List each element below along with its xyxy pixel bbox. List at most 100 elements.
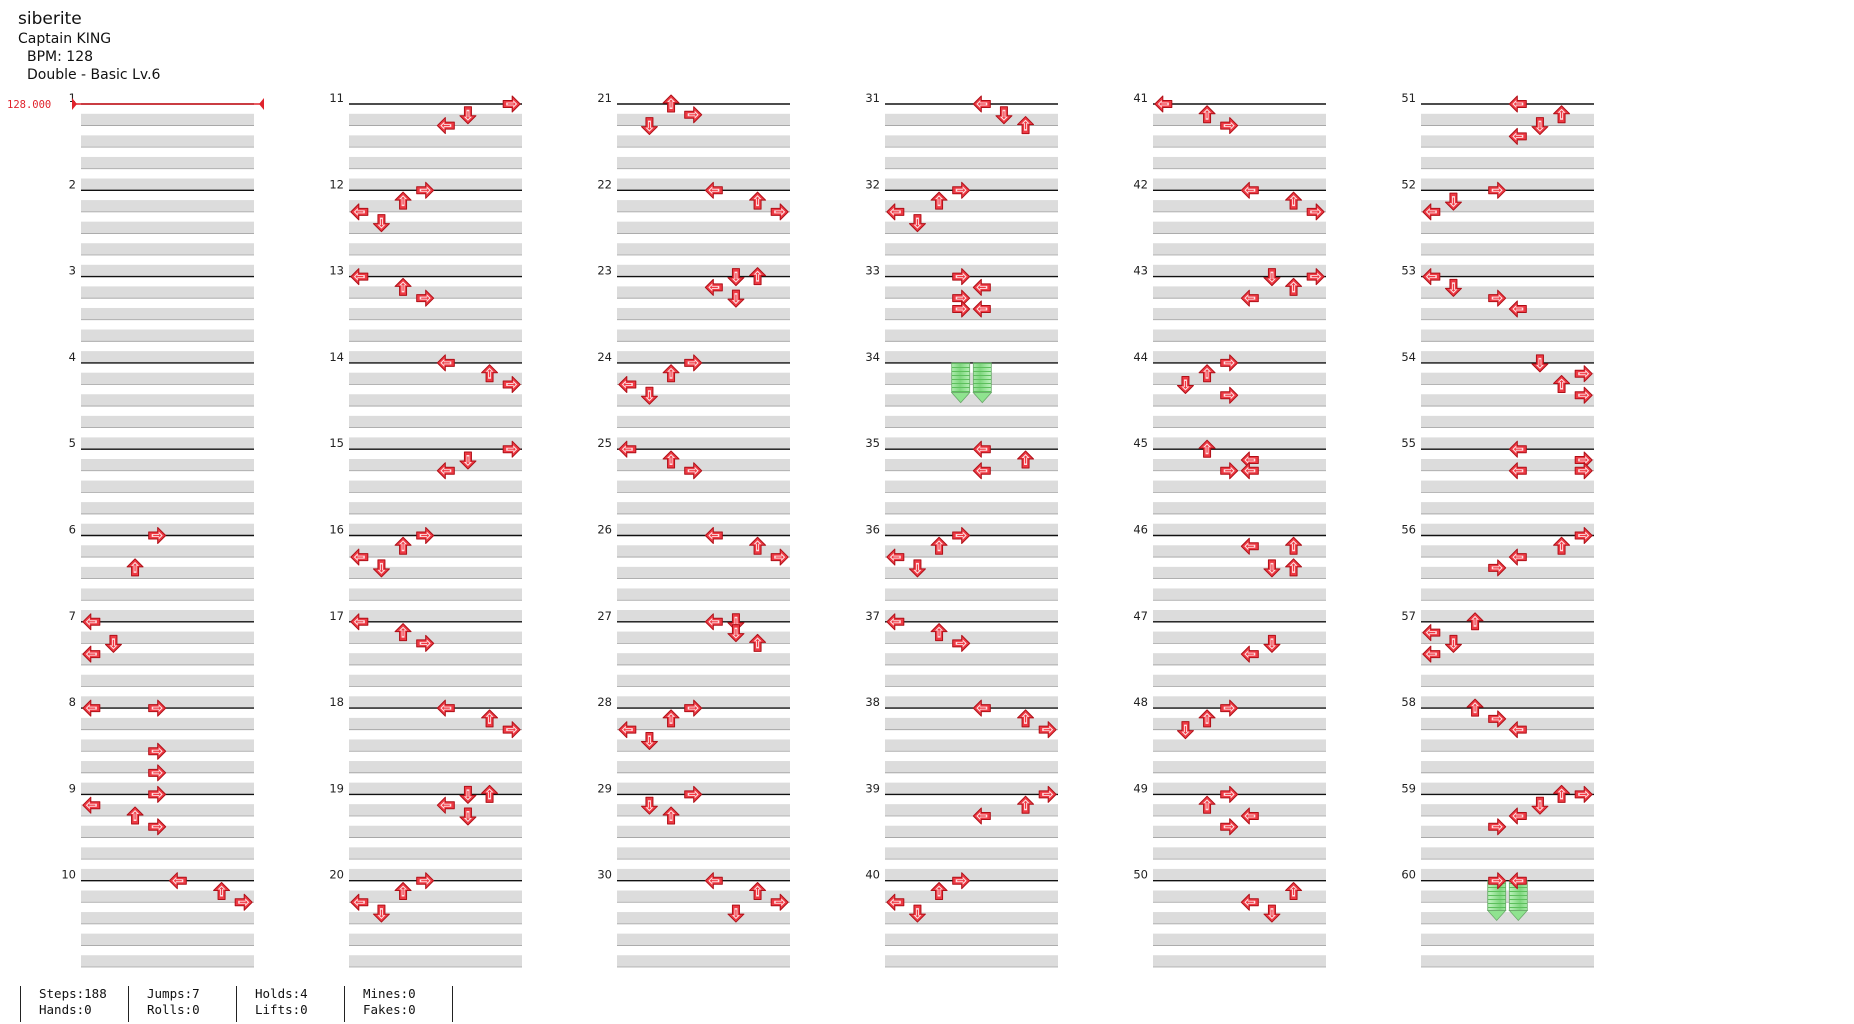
beat-stripe [1421,847,1594,860]
beat-stripe [1153,825,1326,838]
left-arrow-icon [1422,624,1441,642]
stat-jumps: Jumps:7 [147,986,200,1001]
measure-number: 38 [865,695,880,709]
measure-number: 21 [597,91,612,105]
up-arrow-icon [481,709,499,728]
beat-stripe [81,200,254,212]
beat-stripe [617,717,790,730]
beat-stripe [1153,653,1326,665]
right-arrow-icon [770,548,789,566]
right-arrow-icon [502,721,521,739]
beat-stripe [1153,437,1326,450]
beat-stripe [1421,307,1594,320]
left-arrow-icon [972,278,991,296]
up-arrow-icon [1017,450,1035,469]
beat-stripe [885,933,1058,946]
left-arrow-icon [972,95,991,113]
beat-stripe [1421,351,1594,363]
song-bpm: BPM: 128 [27,49,94,65]
measure-number: 36 [865,523,880,537]
beat-stripe [349,847,522,860]
up-arrow-icon [1285,191,1303,210]
beat-stripe [349,545,522,558]
hold-note [972,362,993,404]
beat-stripe [885,955,1058,967]
stat-steps: Steps:188 [39,986,107,1001]
beat-stripe [349,178,522,191]
down-arrow-icon [1263,559,1281,578]
beat-stripe [617,825,790,838]
measure-number: 48 [1133,695,1148,709]
beat-stripe [617,307,790,320]
beat-stripe [885,739,1058,752]
beat-stripe [617,221,790,234]
beat-stripe [349,307,522,320]
down-arrow-icon [459,106,477,125]
song-artist: Captain KING [18,31,112,47]
beat-stripe [1421,437,1594,450]
beat-stripe [1153,933,1326,946]
beat-stripe [617,653,790,665]
beat-stripe [81,588,254,601]
measure-number: 41 [1133,91,1148,105]
beat-stripe [1153,221,1326,234]
beat-stripe [81,178,254,191]
right-arrow-icon [1220,354,1239,372]
down-arrow-icon [908,214,926,233]
left-arrow-icon [350,893,369,911]
beat-stripe [885,674,1058,687]
beat-stripe [1153,717,1326,730]
measure-number: 49 [1133,781,1148,795]
up-arrow-icon [126,806,144,825]
beat-stripe [349,523,522,536]
beat-stripe [885,545,1058,558]
beat-stripe [349,588,522,601]
beat-stripe [1421,372,1594,385]
beat-stripe [81,696,254,709]
beat-stripe [349,372,522,385]
up-arrow-icon [1553,374,1571,393]
left-arrow-icon [350,548,369,566]
beat-stripe [885,307,1058,320]
left-arrow-icon [436,796,455,814]
stats-end-divider [452,986,453,1022]
beat-stripe [1421,200,1594,212]
beat-stripe [885,243,1058,256]
down-arrow-icon [459,785,477,804]
right-arrow-icon [1488,289,1507,307]
right-arrow-icon [770,893,789,911]
beat-stripe [1153,912,1326,924]
right-arrow-icon [148,527,167,544]
measure-number: 30 [597,868,612,882]
beat-stripe [349,437,522,450]
beat-stripe [1421,329,1594,342]
measure-number: 9 [69,781,76,795]
beat-stripe [1421,156,1594,169]
beat-stripe [349,351,522,363]
beat-stripe [81,243,254,256]
left-arrow-icon [1154,95,1173,113]
left-arrow-icon [1508,127,1527,145]
beat-stripe [885,804,1058,816]
beat-stripe [81,868,254,881]
beat-stripe [81,933,254,946]
beat-stripe [1153,200,1326,212]
right-arrow-icon [952,268,971,286]
beat-stripe [1153,566,1326,579]
up-arrow-icon [749,536,767,555]
beat-stripe [349,502,522,514]
beat-stripe [885,394,1058,407]
beat-stripe [81,782,254,795]
beat-stripe [1421,523,1594,536]
measure-number: 12 [329,177,344,191]
beat-stripe [349,200,522,212]
up-arrow-icon [394,623,412,642]
measure-number: 54 [1401,350,1416,364]
beat-stripe [1153,372,1326,385]
measure-number: 47 [1133,609,1148,623]
beat-stripe [617,955,790,967]
measure-number: 1 [69,91,76,105]
up-arrow-icon [662,364,680,383]
measure-number: 29 [597,781,612,795]
beat-stripe [1421,415,1594,428]
